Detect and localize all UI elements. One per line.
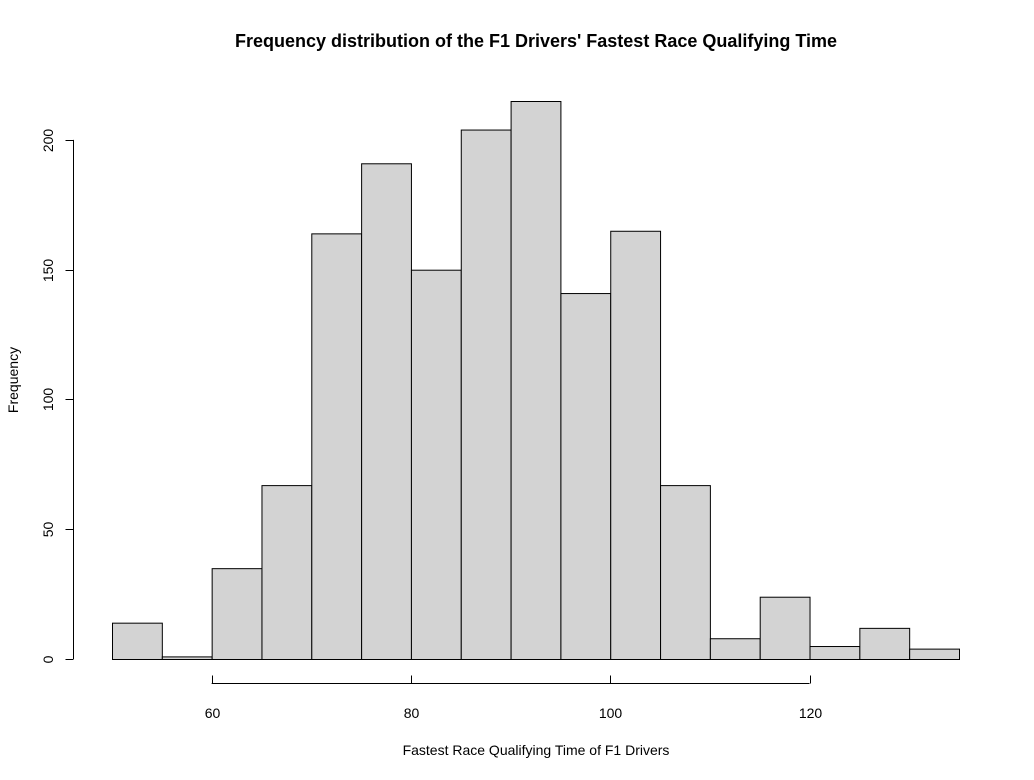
histogram-bar: [660, 485, 711, 660]
histogram-bar: [759, 596, 811, 660]
histogram-bar: [261, 485, 313, 660]
y-tick-label: 0: [40, 655, 56, 663]
histogram-bar: [809, 646, 861, 660]
y-axis: 0 50 100 150 200: [40, 129, 74, 663]
bars-group: [112, 101, 960, 661]
histogram-bar: [161, 656, 213, 661]
x-tick-label: 60: [205, 705, 221, 721]
histogram-bar: [311, 233, 363, 660]
chart-title: Frequency distribution of the F1 Drivers…: [235, 31, 837, 51]
x-axis-label: Fastest Race Qualifying Time of F1 Drive…: [403, 742, 670, 758]
y-tick-label: 50: [40, 522, 56, 538]
histogram-bar: [709, 638, 761, 660]
histogram-bar: [859, 627, 911, 661]
histogram-bar: [410, 269, 462, 660]
histogram-bar: [560, 293, 612, 660]
y-axis-label: Frequency: [5, 347, 21, 413]
histogram-bar: [361, 163, 412, 661]
x-tick-label: 120: [799, 705, 823, 721]
histogram-bar: [460, 129, 512, 661]
histogram-bar: [510, 101, 562, 660]
histogram-bar: [112, 622, 163, 660]
y-tick-label: 150: [40, 259, 56, 283]
x-tick-label: 100: [599, 705, 623, 721]
x-tick-label: 80: [404, 705, 420, 721]
y-tick-label: 200: [40, 129, 56, 153]
histogram-bar: [909, 648, 960, 660]
histogram-bar: [610, 230, 662, 660]
y-tick-label: 100: [40, 388, 56, 412]
histogram-bar: [211, 568, 263, 660]
x-axis: 60 80 100 120: [205, 675, 823, 721]
